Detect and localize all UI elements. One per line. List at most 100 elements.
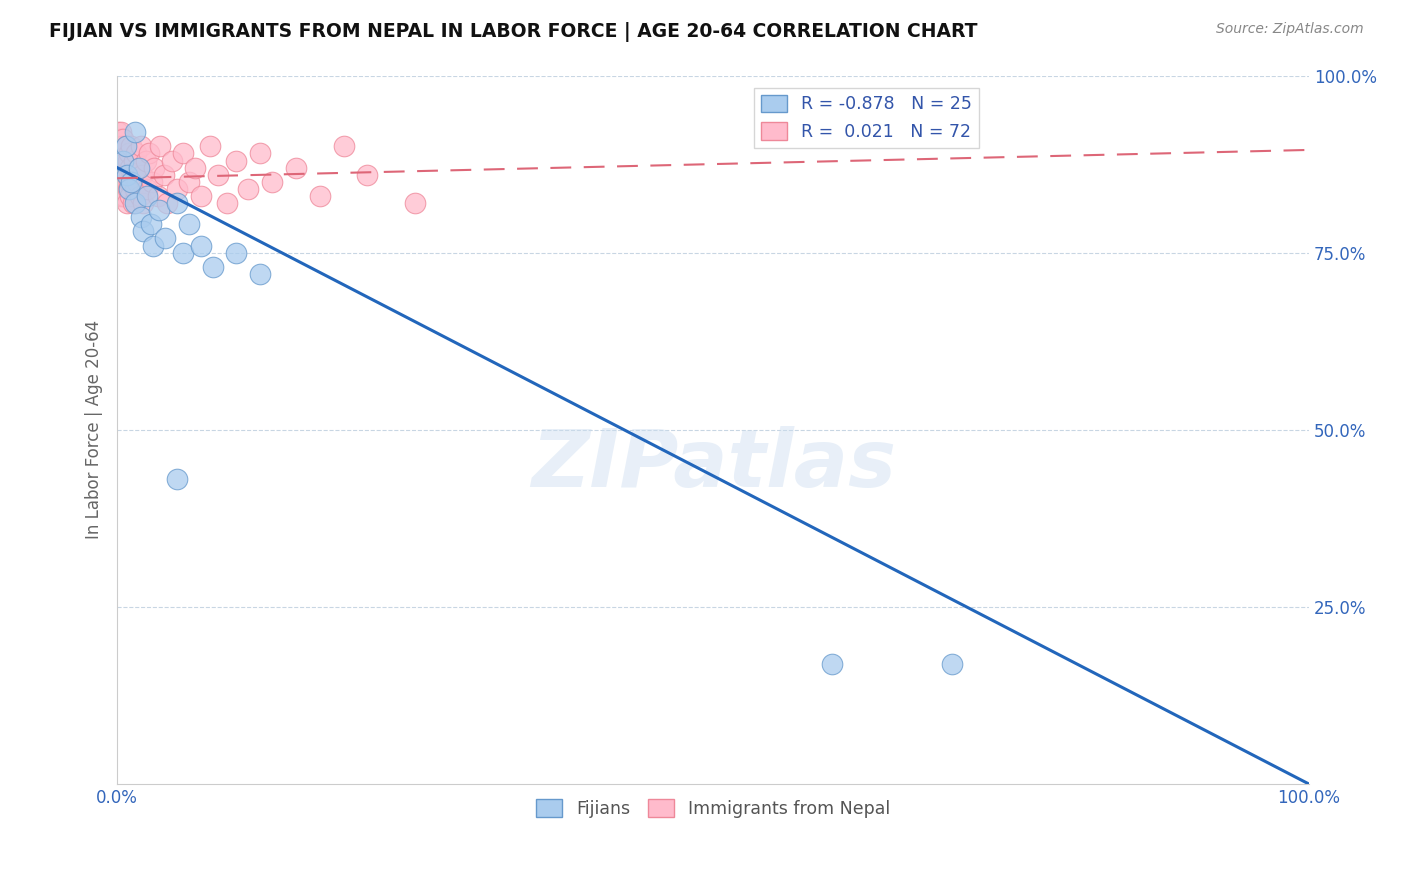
Point [135, 153, 157, 168]
Point [172, 245, 194, 260]
Point [121, 175, 143, 189]
Point [115, 196, 138, 211]
Point [404, 196, 426, 211]
Point [166, 472, 188, 486]
Point [128, 161, 150, 175]
Point [108, 189, 131, 203]
Point [112, 153, 135, 168]
Point [107, 125, 129, 139]
Point [124, 125, 146, 139]
Point [121, 139, 143, 153]
Point [249, 146, 271, 161]
Point [262, 175, 284, 189]
Point [177, 217, 200, 231]
Point [129, 139, 152, 153]
Point [112, 189, 135, 203]
Point [120, 161, 142, 175]
Point [166, 182, 188, 196]
Point [149, 139, 172, 153]
Point [201, 260, 224, 274]
Point [114, 139, 136, 153]
Point [249, 267, 271, 281]
Point [124, 182, 146, 196]
Point [138, 146, 160, 161]
Point [128, 189, 150, 203]
Point [122, 153, 145, 168]
Point [225, 153, 247, 168]
Point [225, 245, 247, 260]
Point [114, 153, 136, 168]
Point [143, 161, 166, 175]
Point [129, 211, 152, 225]
Point [117, 182, 139, 196]
Point [356, 168, 378, 182]
Point [110, 175, 132, 189]
Point [110, 161, 132, 175]
Point [110, 125, 132, 139]
Point [114, 175, 136, 189]
Point [111, 139, 134, 153]
Point [108, 132, 131, 146]
Point [127, 175, 149, 189]
Point [107, 175, 129, 189]
Point [115, 168, 138, 182]
Legend: Fijians, Immigrants from Nepal: Fijians, Immigrants from Nepal [530, 792, 897, 825]
Point [112, 132, 135, 146]
Point [112, 175, 135, 189]
Point [108, 146, 131, 161]
Point [118, 175, 141, 189]
Point [142, 238, 165, 252]
Point [139, 217, 162, 231]
Point [125, 146, 148, 161]
Point [110, 153, 132, 168]
Point [136, 182, 159, 196]
Point [198, 139, 221, 153]
Point [111, 182, 134, 196]
Point [153, 231, 176, 245]
Point [107, 161, 129, 175]
Point [132, 196, 155, 211]
Point [118, 146, 141, 161]
Point [121, 196, 143, 211]
Point [112, 146, 135, 161]
Point [177, 175, 200, 189]
Point [148, 203, 170, 218]
Point [118, 182, 141, 196]
Point [285, 161, 308, 175]
Point [141, 175, 163, 189]
Point [107, 139, 129, 153]
Point [112, 161, 135, 175]
Point [114, 139, 136, 153]
Point [121, 168, 143, 182]
Point [238, 182, 260, 196]
Point [332, 139, 354, 153]
Point [172, 146, 194, 161]
Point [131, 168, 153, 182]
Point [136, 189, 159, 203]
Point [112, 189, 135, 203]
Point [207, 168, 229, 182]
Text: FIJIAN VS IMMIGRANTS FROM NEPAL IN LABOR FORCE | AGE 20-64 CORRELATION CHART: FIJIAN VS IMMIGRANTS FROM NEPAL IN LABOR… [49, 22, 977, 42]
Point [160, 153, 183, 168]
Text: Source: ZipAtlas.com: Source: ZipAtlas.com [1216, 22, 1364, 37]
Point [156, 196, 179, 211]
Point [190, 238, 212, 252]
Point [941, 657, 963, 671]
Point [108, 168, 131, 182]
Point [117, 153, 139, 168]
Point [183, 161, 205, 175]
Point [190, 189, 212, 203]
Point [111, 168, 134, 182]
Point [215, 196, 238, 211]
Point [128, 161, 150, 175]
Point [132, 224, 155, 238]
Point [152, 168, 174, 182]
Point [120, 189, 142, 203]
Point [107, 153, 129, 168]
Point [124, 196, 146, 211]
Y-axis label: In Labor Force | Age 20-64: In Labor Force | Age 20-64 [86, 320, 103, 540]
Point [821, 657, 844, 671]
Point [166, 196, 188, 211]
Text: ZIPatlas: ZIPatlas [530, 426, 896, 504]
Point [115, 168, 138, 182]
